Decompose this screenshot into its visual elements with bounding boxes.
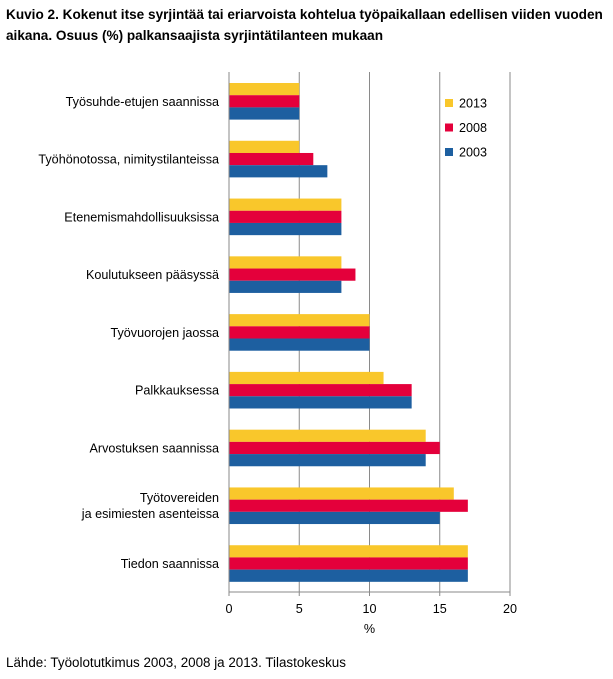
bar-2003-1 — [229, 107, 300, 120]
legend-swatch-2003 — [445, 148, 453, 156]
bar-2008-3 — [229, 210, 342, 223]
x-tick-label-20: 20 — [503, 602, 517, 616]
category-label-9: Tiedon saannissa — [121, 557, 219, 571]
bar-2013-6 — [229, 371, 384, 385]
bar-2013-7 — [229, 429, 426, 442]
category-label-1: Työsuhde-etujen saannissa — [66, 95, 219, 109]
bar-2008-9 — [229, 557, 468, 570]
bar-2003-8 — [229, 511, 440, 525]
bar-2013-9 — [229, 545, 468, 558]
source-note: Lähde: Työolotutkimus 2003, 2008 ja 2013… — [6, 655, 346, 670]
legend-label-2013: 2013 — [459, 97, 487, 111]
bar-2008-8 — [229, 499, 468, 512]
category-label-6: Palkkauksessa — [135, 384, 219, 398]
category-label-7: Arvostuksen saannissa — [89, 441, 219, 455]
x-axis-label: % — [364, 622, 375, 636]
chart-title: Kuvio 2. Kokenut itse syrjintää tai eria… — [6, 7, 603, 43]
bar-2003-9 — [229, 569, 468, 582]
bar-2003-5 — [229, 338, 370, 351]
bar-2013-2 — [229, 140, 300, 153]
x-tick-label-5: 5 — [296, 602, 303, 616]
category-label-8: Työtovereiden ja esimiesten asenteissa — [81, 491, 219, 521]
bar-2008-1 — [229, 95, 300, 108]
bar-2013-3 — [229, 198, 342, 211]
bar-2013-5 — [229, 314, 370, 327]
bar-2003-7 — [229, 454, 426, 467]
x-tick-label-0: 0 — [225, 602, 232, 616]
bar-2008-7 — [229, 441, 440, 455]
category-label-4: Koulutukseen pääsyssä — [86, 268, 219, 282]
bar-2013-8 — [229, 487, 454, 500]
bar-2013-4 — [229, 256, 342, 269]
bar-2013-1 — [229, 83, 300, 96]
bar-2003-3 — [229, 222, 342, 236]
bar-2003-6 — [229, 396, 412, 409]
category-label-2: Työhönotossa, nimitystilanteissa — [38, 153, 219, 167]
x-tick-label-15: 15 — [433, 602, 447, 616]
x-tick-label-10: 10 — [362, 602, 376, 616]
category-label-3: Etenemismahdollisuuksissa — [64, 210, 219, 224]
bar-2003-2 — [229, 165, 328, 178]
legend-swatch-2013 — [445, 99, 453, 107]
bar-2003-4 — [229, 280, 342, 293]
bar-2008-5 — [229, 326, 370, 339]
bar-2008-4 — [229, 268, 356, 281]
legend-swatch-2008 — [445, 123, 453, 132]
category-label-5: Työvuorojen jaossa — [110, 326, 219, 340]
legend-label-2008: 2008 — [459, 121, 487, 135]
bar-2008-2 — [229, 152, 314, 166]
bar-2008-6 — [229, 384, 412, 397]
legend-label-2003: 2003 — [459, 146, 487, 160]
